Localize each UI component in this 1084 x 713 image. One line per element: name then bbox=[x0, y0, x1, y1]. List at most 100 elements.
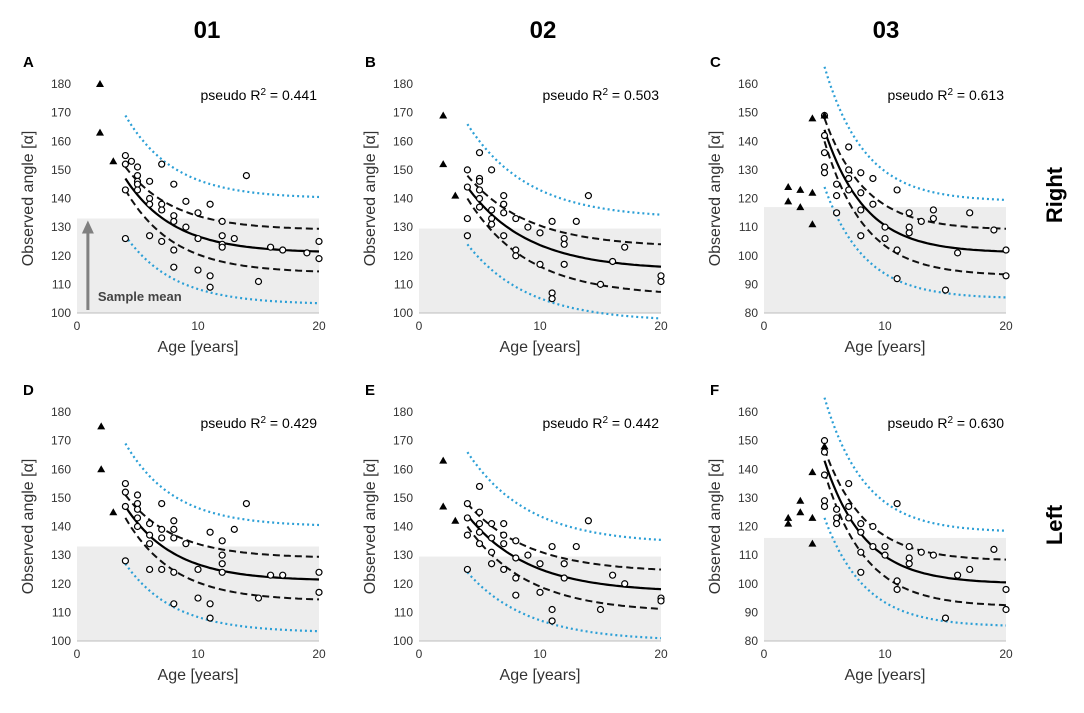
x-tick-label: 0 bbox=[74, 319, 81, 333]
data-point-circle bbox=[206, 272, 214, 280]
data-point-circle bbox=[488, 548, 496, 556]
data-point-circle bbox=[657, 277, 665, 286]
data-point-circle bbox=[218, 568, 226, 576]
x-tick-label: 10 bbox=[191, 647, 205, 661]
data-point-circle bbox=[881, 551, 889, 559]
data-point-circle bbox=[572, 217, 580, 225]
data-point-circle bbox=[146, 194, 154, 203]
sample-mean-band bbox=[419, 228, 661, 313]
x-axis-label: Age [years] bbox=[158, 667, 239, 684]
data-point-circle bbox=[206, 600, 214, 608]
data-point-circle bbox=[121, 234, 130, 243]
data-point-triangle bbox=[95, 80, 104, 87]
data-point-circle bbox=[893, 585, 901, 594]
data-point-circle bbox=[170, 246, 178, 254]
data-point-circle bbox=[146, 177, 154, 185]
data-point-circle bbox=[463, 232, 471, 240]
data-point-circle bbox=[158, 500, 166, 508]
data-point-triangle bbox=[796, 203, 805, 211]
data-point-triangle bbox=[796, 496, 805, 504]
y-tick-label: 170 bbox=[51, 106, 71, 120]
data-point-circle bbox=[832, 192, 841, 200]
sample-mean-annotation: Sample mean bbox=[98, 289, 182, 304]
panel-label: E bbox=[365, 382, 375, 399]
confidence-interval-lower bbox=[466, 525, 662, 610]
data-point-circle bbox=[230, 525, 238, 533]
data-point-circle bbox=[524, 551, 532, 559]
data-point-circle bbox=[133, 163, 142, 171]
data-point-circle bbox=[941, 614, 950, 622]
data-point-circle bbox=[820, 163, 829, 171]
data-point-circle bbox=[966, 209, 974, 217]
x-tick-label: 20 bbox=[312, 647, 326, 661]
data-point-circle bbox=[146, 540, 154, 548]
data-point-circle bbox=[953, 571, 962, 579]
data-point-circle bbox=[488, 220, 496, 228]
data-point-circle bbox=[857, 189, 865, 197]
data-point-circle bbox=[463, 500, 471, 508]
data-point-triangle bbox=[451, 191, 460, 199]
data-point-circle bbox=[475, 177, 484, 185]
data-point-circle bbox=[500, 565, 508, 574]
data-point-circle bbox=[1002, 585, 1010, 594]
x-tick-label: 20 bbox=[654, 319, 668, 333]
y-tick-label: 100 bbox=[393, 306, 413, 320]
y-tick-label: 180 bbox=[51, 77, 71, 91]
panel-a: 100 110 120 130 140 150 160 170 180 0 10 20 Age [yea… bbox=[20, 54, 326, 356]
data-point-circle bbox=[905, 560, 913, 568]
data-point-circle bbox=[500, 520, 508, 528]
data-point-circle bbox=[463, 183, 471, 191]
y-tick-label: 180 bbox=[393, 405, 413, 419]
data-point-circle bbox=[133, 180, 142, 188]
data-point-circle bbox=[488, 520, 496, 528]
data-point-circle bbox=[133, 172, 142, 180]
y-tick-label: 160 bbox=[51, 134, 71, 148]
y-axis-label: Observed angle [α] bbox=[20, 459, 37, 595]
y-tick-label: 140 bbox=[738, 134, 758, 148]
data-point-circle bbox=[929, 551, 938, 559]
data-point-circle bbox=[905, 554, 913, 562]
data-point-circle bbox=[548, 289, 556, 297]
x-tick-label: 0 bbox=[761, 319, 768, 333]
panel-label: B bbox=[365, 54, 376, 71]
data-point-circle bbox=[820, 497, 829, 505]
data-point-circle bbox=[488, 166, 496, 174]
data-point-circle bbox=[242, 172, 250, 180]
data-point-circle bbox=[488, 214, 496, 223]
data-point-circle bbox=[820, 169, 829, 177]
pseudo-r2-label: pseudo R2 = 0.630 bbox=[888, 415, 1005, 431]
y-tick-label: 130 bbox=[738, 491, 758, 505]
data-point-circle bbox=[820, 502, 829, 511]
y-tick-label: 100 bbox=[738, 249, 758, 263]
data-point-circle bbox=[218, 243, 226, 251]
data-point-circle bbox=[584, 517, 593, 525]
data-point-circle bbox=[881, 542, 889, 551]
data-point-circle bbox=[488, 206, 496, 214]
sample-mean-band bbox=[764, 207, 1006, 313]
data-point-circle bbox=[146, 531, 154, 539]
data-point-circle bbox=[158, 534, 166, 542]
y-tick-label: 150 bbox=[738, 434, 758, 448]
data-point-circle bbox=[121, 186, 130, 194]
data-point-circle bbox=[820, 149, 829, 157]
data-point-circle bbox=[893, 577, 901, 585]
data-point-circle bbox=[475, 149, 484, 157]
confidence-interval-lower bbox=[823, 141, 1007, 276]
data-point-circle bbox=[548, 617, 556, 625]
panel-d: 100 110 120 130 140 150 160 170 180 0 10 20 Age [yea… bbox=[20, 382, 326, 684]
data-point-circle bbox=[966, 565, 974, 574]
x-tick-label: 10 bbox=[191, 319, 205, 333]
data-point-circle bbox=[1002, 272, 1010, 280]
confidence-interval-upper bbox=[124, 494, 319, 558]
data-point-triangle bbox=[820, 442, 829, 450]
data-point-circle bbox=[475, 203, 484, 211]
data-point-circle bbox=[170, 180, 178, 188]
y-tick-label: 130 bbox=[393, 548, 413, 562]
y-tick-label: 80 bbox=[745, 634, 759, 648]
x-tick-label: 0 bbox=[416, 647, 423, 661]
x-tick-label: 20 bbox=[654, 647, 668, 661]
data-point-circle bbox=[218, 560, 226, 568]
x-tick-label: 0 bbox=[74, 647, 81, 661]
y-tick-label: 130 bbox=[51, 548, 71, 562]
